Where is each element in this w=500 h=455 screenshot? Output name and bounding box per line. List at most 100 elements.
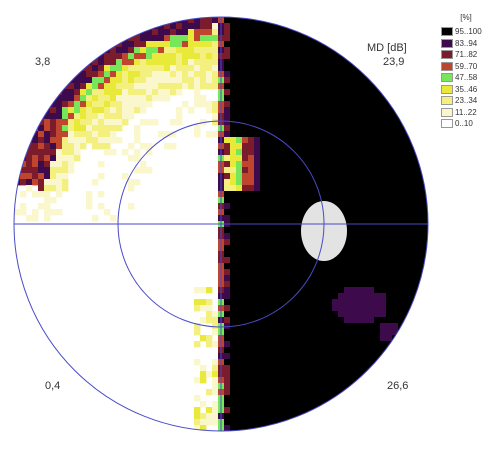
- field-cell: [266, 395, 273, 402]
- field-cell: [284, 395, 291, 402]
- field-cell: [392, 119, 399, 126]
- field-cell: [314, 329, 321, 336]
- field-cell: [272, 419, 279, 426]
- field-cell: [356, 107, 363, 114]
- field-cell: [206, 35, 213, 42]
- field-cell: [98, 65, 105, 72]
- field-cell: [254, 269, 261, 276]
- field-cell: [296, 35, 303, 42]
- field-cell: [320, 293, 327, 300]
- field-cell: [272, 317, 279, 324]
- field-cell: [224, 83, 231, 90]
- field-cell: [254, 299, 261, 306]
- field-cell: [278, 125, 285, 132]
- field-cell: [332, 131, 339, 138]
- field-cell: [260, 371, 267, 378]
- field-cell: [338, 299, 345, 306]
- field-cell: [332, 113, 339, 120]
- field-cell: [392, 257, 399, 264]
- field-cell: [284, 281, 291, 288]
- field-cell: [302, 101, 309, 108]
- field-cell: [290, 287, 297, 294]
- field-cell: [254, 251, 261, 258]
- field-cell: [278, 389, 285, 396]
- field-cell: [386, 299, 393, 306]
- field-cell: [398, 191, 405, 198]
- field-cell: [374, 191, 381, 198]
- field-cell: [314, 317, 321, 324]
- field-cell: [344, 311, 351, 318]
- field-cell: [230, 293, 237, 300]
- field-cell: [308, 101, 315, 108]
- field-cell: [248, 311, 255, 318]
- field-cell: [152, 53, 159, 60]
- field-cell: [62, 107, 69, 114]
- field-cell: [410, 263, 417, 270]
- field-cell: [260, 89, 267, 96]
- field-cell: [302, 179, 309, 186]
- field-cell: [146, 71, 153, 78]
- field-cell: [242, 293, 249, 300]
- field-cell: [74, 83, 81, 90]
- field-cell: [140, 83, 147, 90]
- field-cell: [392, 251, 399, 258]
- field-cell: [242, 59, 249, 66]
- field-cell: [86, 65, 93, 72]
- field-cell: [290, 395, 297, 402]
- field-cell: [200, 23, 207, 30]
- field-cell: [374, 263, 381, 270]
- field-cell: [146, 143, 153, 150]
- field-cell: [254, 167, 261, 174]
- field-cell: [200, 305, 207, 312]
- field-cell: [362, 323, 369, 330]
- field-cell: [254, 275, 261, 282]
- field-cell: [332, 287, 339, 294]
- field-cell: [134, 167, 141, 174]
- field-cell: [194, 77, 201, 84]
- field-cell: [176, 17, 183, 24]
- field-cell: [350, 341, 357, 348]
- field-cell: [308, 137, 315, 144]
- field-cell: [410, 293, 417, 300]
- field-cell: [248, 29, 255, 36]
- field-cell: [266, 341, 273, 348]
- field-cell: [416, 269, 423, 276]
- field-cell: [104, 119, 111, 126]
- field-cell: [344, 203, 351, 210]
- field-cell: [296, 263, 303, 270]
- field-cell: [284, 353, 291, 360]
- field-cell: [128, 95, 135, 102]
- field-cell: [290, 65, 297, 72]
- field-cell: [380, 155, 387, 162]
- field-cell: [242, 311, 249, 318]
- field-cell: [32, 131, 39, 138]
- field-cell: [260, 143, 267, 150]
- field-cell: [290, 275, 297, 282]
- field-cell: [248, 113, 255, 120]
- field-cell: [212, 101, 219, 108]
- field-cell: [380, 269, 387, 276]
- field-cell: [284, 293, 291, 300]
- field-cell: [206, 131, 213, 138]
- field-cell: [368, 347, 375, 354]
- field-cell: [302, 41, 309, 48]
- field-cell: [386, 131, 393, 138]
- field-cell: [206, 311, 213, 318]
- field-cell: [248, 173, 255, 180]
- field-cell: [344, 65, 351, 72]
- field-cell: [272, 299, 279, 306]
- field-cell: [326, 137, 333, 144]
- field-cell: [284, 275, 291, 282]
- field-cell: [278, 233, 285, 240]
- field-cell: [344, 353, 351, 360]
- field-cell: [368, 95, 375, 102]
- field-cell: [296, 329, 303, 336]
- field-cell: [392, 269, 399, 276]
- field-cell: [356, 149, 363, 156]
- field-cell: [392, 329, 399, 336]
- field-cell: [278, 95, 285, 102]
- field-cell: [272, 215, 279, 222]
- field-cell: [122, 173, 129, 180]
- field-cell: [302, 371, 309, 378]
- field-cell: [314, 287, 321, 294]
